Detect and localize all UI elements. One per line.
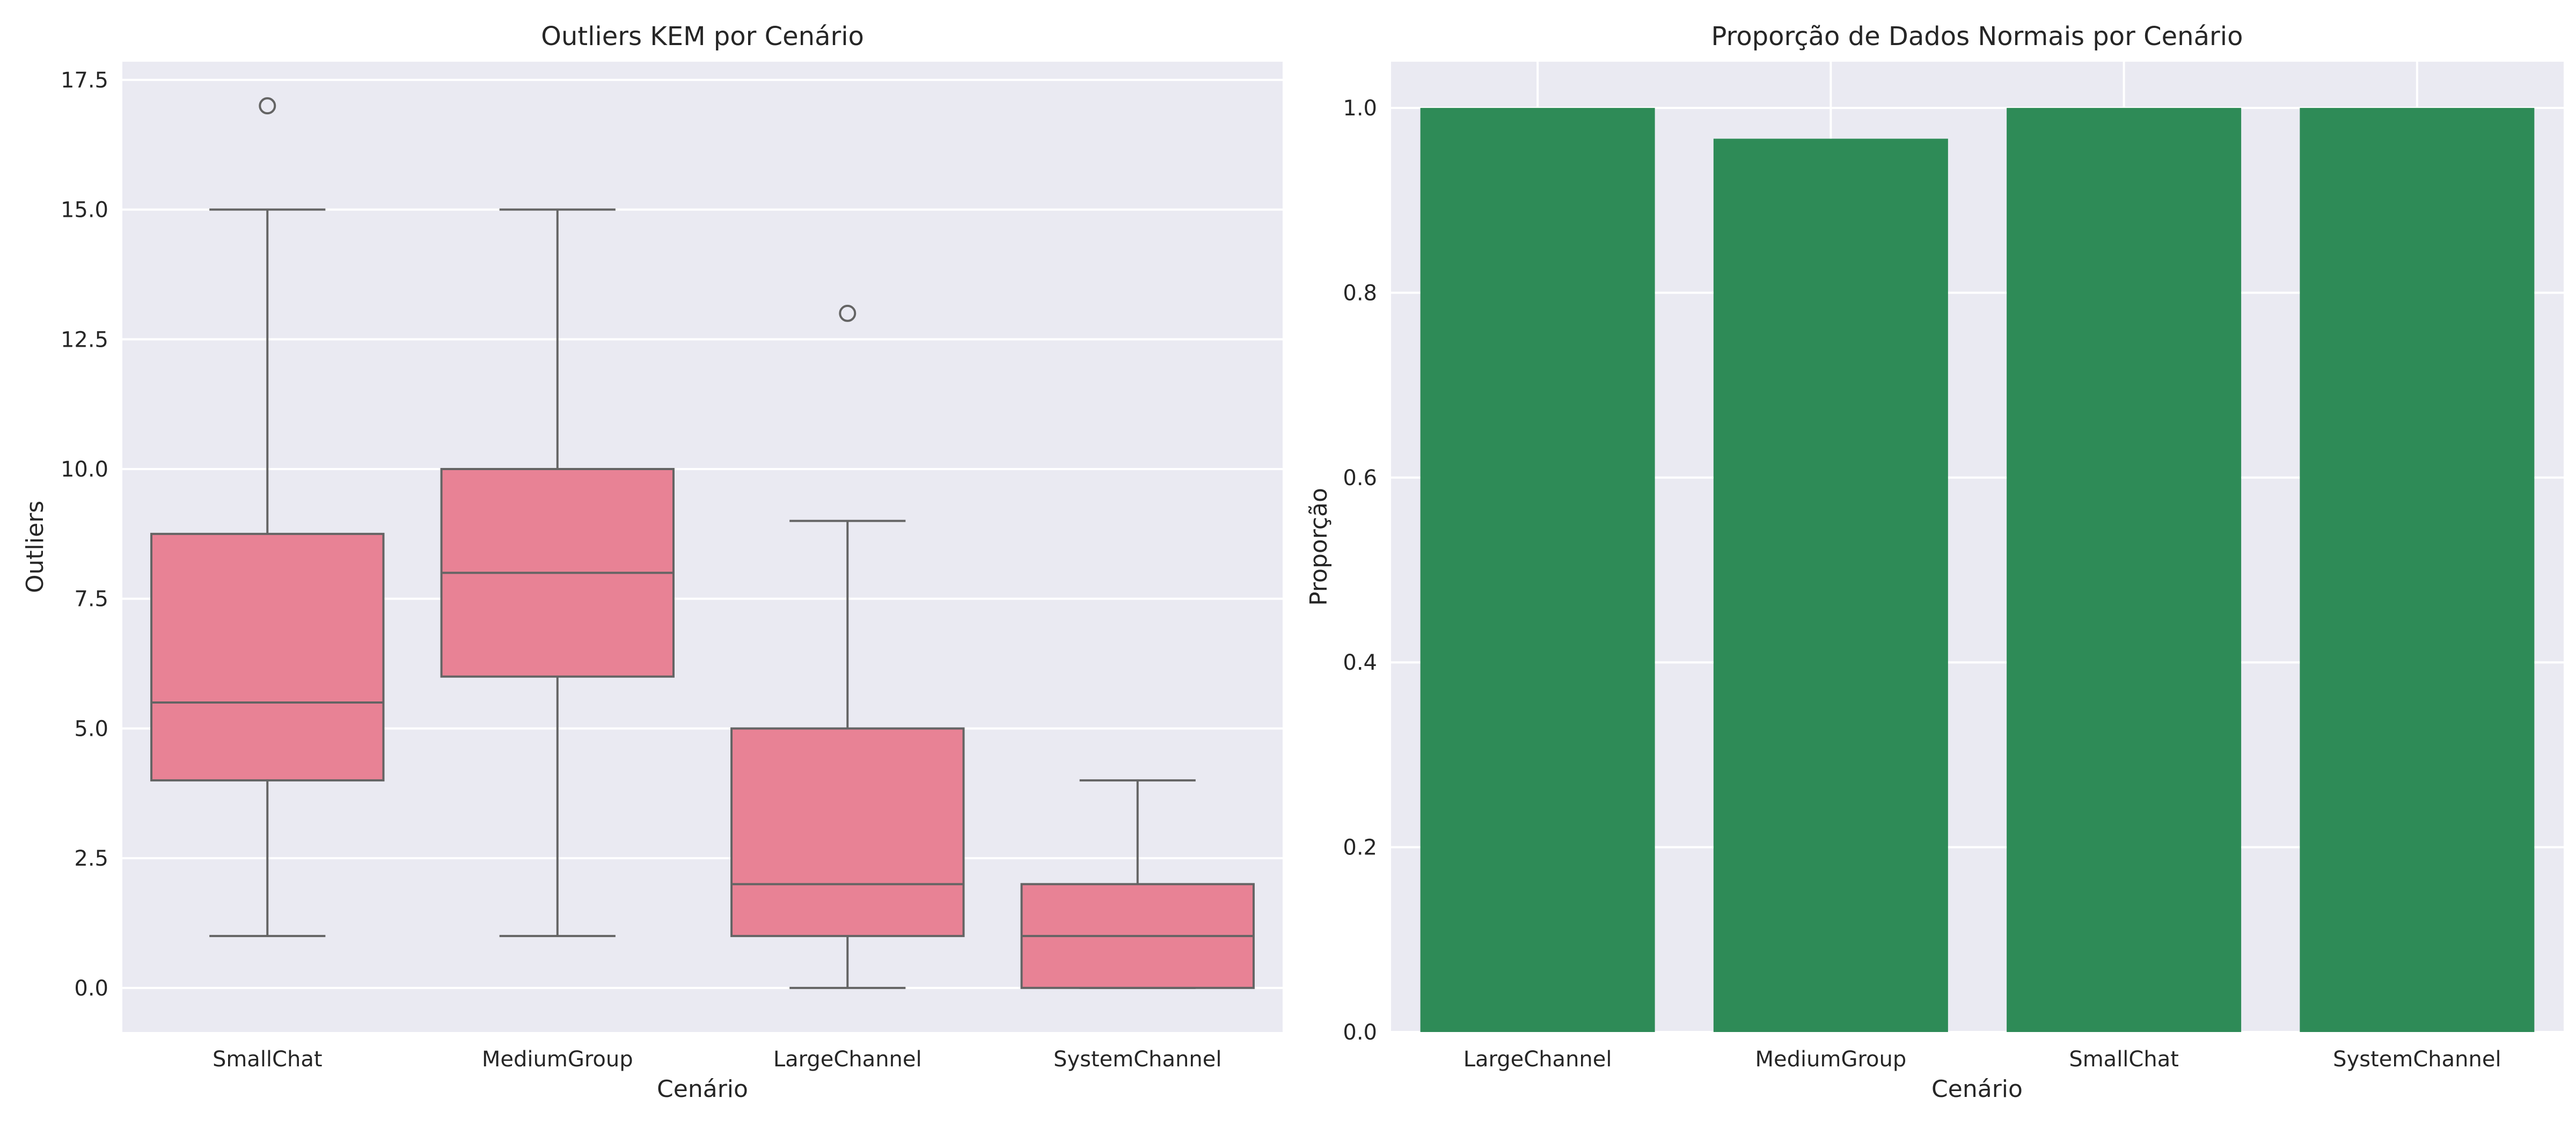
boxplot-y-axis-label: Outliers xyxy=(21,501,49,593)
boxplot-y-tick-label: 2.5 xyxy=(74,846,108,871)
bar-x-tick-label: SystemChannel xyxy=(2333,1047,2501,1072)
bar-x-tick-label: MediumGroup xyxy=(1755,1047,1907,1072)
bar-MediumGroup xyxy=(1713,138,1948,1032)
box-SystemChannel xyxy=(1020,779,1255,989)
box-LargeChannel xyxy=(730,304,965,989)
bar-y-tick-label: 0.4 xyxy=(1343,650,1377,675)
bar-panel: 0.0 0.2 0.4 0.6 0.8 1.0 LargeChannel MediumGro… xyxy=(1305,21,2564,1103)
outlier-point xyxy=(259,97,276,115)
boxplot-marks xyxy=(150,97,1255,989)
boxplot-panel: 0.0 2.5 5.0 7.5 10.0 12.5 15.0 17.5 SmallChat Me… xyxy=(21,21,1283,1103)
boxplot-y-tick-label: 0.0 xyxy=(74,976,108,1001)
bar-y-tick-label: 0.0 xyxy=(1343,1020,1377,1045)
boxplot-y-tick-label: 5.0 xyxy=(74,716,108,741)
outlier-point xyxy=(839,304,857,322)
iqr-box xyxy=(730,727,965,938)
bar-SystemChannel xyxy=(2300,108,2535,1033)
bar-title: Proporção de Dados Normais por Cenário xyxy=(1711,21,2243,52)
bar-marks xyxy=(1420,108,2535,1033)
bar-SmallChat xyxy=(2007,108,2242,1033)
bar-y-tick-label: 0.6 xyxy=(1343,466,1377,491)
boxplot-x-tick-label: LargeChannel xyxy=(773,1047,922,1072)
boxplot-y-ticks: 0.0 2.5 5.0 7.5 10.0 12.5 15.0 17.5 xyxy=(61,68,108,1001)
box-MediumGroup xyxy=(440,208,675,938)
bar-x-axis-label: Cenário xyxy=(1931,1075,2023,1103)
bar-x-tick-label: LargeChannel xyxy=(1463,1047,1612,1072)
boxplot-y-tick-label: 7.5 xyxy=(74,587,108,612)
boxplot-y-tick-label: 12.5 xyxy=(61,327,108,352)
boxplot-y-tick-label: 17.5 xyxy=(61,68,108,93)
boxplot-y-tick-label: 10.0 xyxy=(61,457,108,482)
bar-LargeChannel xyxy=(1420,108,1655,1033)
bar-y-axis-label: Proporção xyxy=(1305,488,1333,606)
bar-y-tick-label: 0.8 xyxy=(1343,281,1377,305)
box-SmallChat xyxy=(150,97,385,938)
iqr-box xyxy=(150,532,385,782)
boxplot-x-tick-label: SmallChat xyxy=(213,1047,323,1072)
bar-y-tick-label: 1.0 xyxy=(1343,96,1377,121)
bar-y-tick-label: 0.2 xyxy=(1343,836,1377,860)
boxplot-y-tick-label: 15.0 xyxy=(61,198,108,223)
boxplot-x-axis-label: Cenário xyxy=(657,1075,748,1103)
boxplot-x-tick-label: MediumGroup xyxy=(482,1047,633,1072)
boxplot-title: Outliers KEM por Cenário xyxy=(541,21,864,52)
bar-x-tick-label: SmallChat xyxy=(2069,1047,2179,1072)
bar-x-ticks: LargeChannel MediumGroup SmallChat SystemCh… xyxy=(1463,1047,2501,1072)
boxplot-x-tick-label: SystemChannel xyxy=(1053,1047,1221,1072)
bar-y-ticks: 0.0 0.2 0.4 0.6 0.8 1.0 xyxy=(1343,96,1377,1045)
boxplot-x-ticks: SmallChat MediumGroup LargeChannel SystemCh… xyxy=(213,1047,1221,1072)
